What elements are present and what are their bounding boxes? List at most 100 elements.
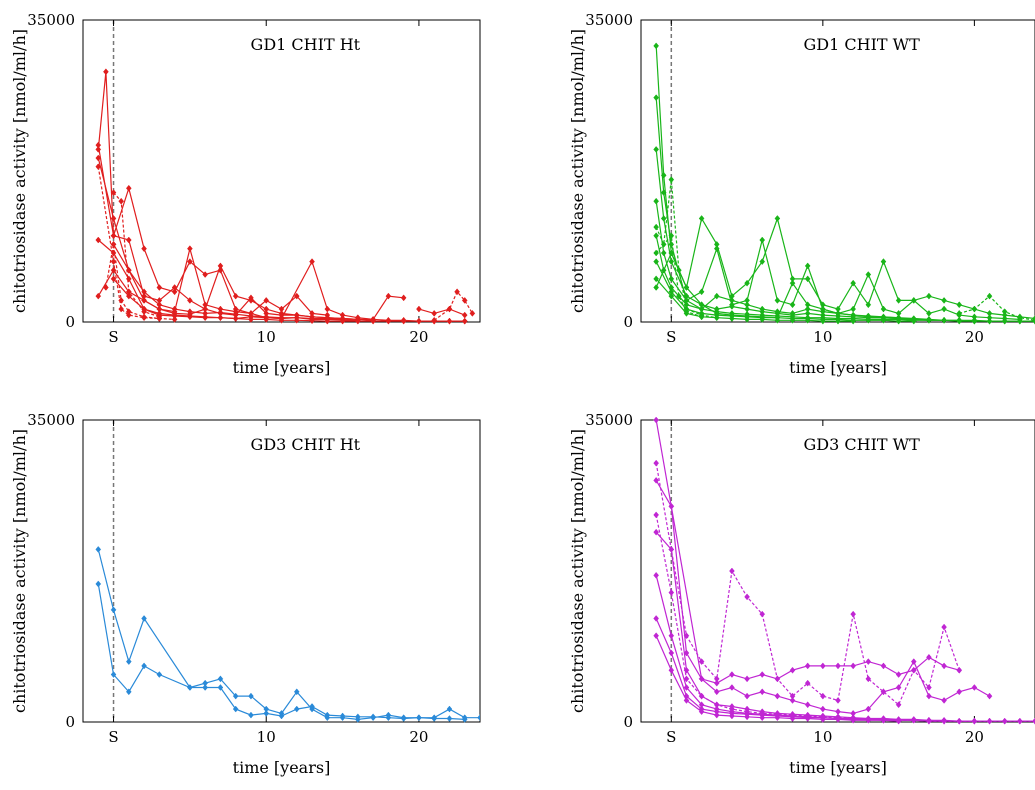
data-point [744,316,750,323]
data-point [95,236,102,244]
data-point [835,714,841,722]
data-point [461,317,468,325]
data-point [668,176,675,184]
data-point [804,305,811,313]
data-point [668,249,675,257]
data-point [103,284,109,291]
data-point [744,675,750,683]
data-point [744,312,750,320]
data-point [309,703,315,710]
data-point [248,297,254,304]
series-line [655,480,990,715]
x-tick-label: 20 [965,328,984,346]
series-line [655,45,1035,320]
data-point [880,716,887,723]
data-point [971,717,978,725]
data-point [355,713,361,721]
data-point [910,316,917,323]
chart-panel: S 10 20 0 35000 GD1 CHIT WT time [years] chitot… [568,11,1035,377]
data-point [729,567,735,575]
data-point [370,713,376,721]
data-point [971,317,978,325]
data-point [454,288,460,296]
plot-frame [82,419,481,723]
series-line [655,618,945,722]
data-point [713,688,720,696]
data-point [676,266,682,274]
data-point [446,705,453,713]
series-line [655,575,975,722]
data-point [431,316,438,324]
chart-title: GD1 CHIT Ht [251,35,361,54]
data-point [653,632,659,640]
data-point [729,684,735,691]
data-point [744,708,750,716]
data-point [1001,308,1008,316]
data-point [1017,717,1023,725]
data-point [865,271,872,278]
data-point [910,666,917,674]
data-point [324,317,331,325]
data-point [263,305,270,313]
data-point [431,309,438,317]
data-point [895,671,902,678]
data-point [660,215,667,222]
data-point [729,315,735,322]
data-point [95,292,102,300]
data-point [865,675,872,683]
data-point [293,316,300,324]
data-point [926,684,932,691]
x-tick-label: S [666,728,676,746]
y-tick-label: 0 [623,313,633,331]
data-point [774,710,781,718]
data-point [759,714,766,722]
data-point [278,712,285,720]
data-point [880,258,887,265]
data-point [895,297,902,304]
data-point [804,275,811,283]
chart-title: GD1 CHIT WT [804,35,921,54]
data-point [956,688,963,696]
data-point [880,305,887,313]
data-point [141,245,147,253]
data-point [110,189,117,196]
data-point [956,317,963,325]
data-point [653,528,659,536]
data-point [461,297,468,304]
data-point [461,311,468,319]
y-tick-label: 0 [623,713,633,731]
data-point [653,249,659,257]
y-tick-label: 35000 [585,11,633,29]
data-point [850,610,856,618]
chart-panel: S 10 20 0 35000 GD3 CHIT WT time [years] chitot… [568,411,1035,777]
data-point [141,662,147,670]
data-point [125,658,132,665]
data-point [941,697,947,704]
data-point [339,712,346,720]
data-point [804,701,811,709]
data-point [774,215,781,222]
data-point [804,301,811,309]
data-point [1017,317,1023,325]
data-point [95,546,102,553]
data-point [156,313,163,321]
data-point [744,279,750,287]
data-point [759,709,766,717]
data-point [103,68,109,76]
data-point [759,236,766,244]
data-point [971,305,978,313]
data-point [880,662,887,670]
series-line [655,531,1035,722]
y-tick-label: 35000 [27,411,75,429]
data-point [759,305,766,313]
data-point [956,301,963,309]
plot-frame [640,19,1035,323]
x-tick-label: 10 [257,728,276,746]
data-point [293,292,300,300]
data-point [416,305,422,313]
data-point [385,317,392,325]
series-group [95,546,480,723]
data-point [789,301,796,309]
data-point [293,705,300,713]
data-point [118,305,124,313]
